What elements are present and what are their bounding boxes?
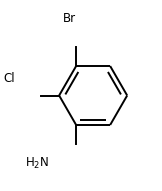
- Text: H$_2$N: H$_2$N: [25, 156, 49, 171]
- Text: Br: Br: [63, 12, 76, 25]
- Text: Cl: Cl: [4, 72, 15, 85]
